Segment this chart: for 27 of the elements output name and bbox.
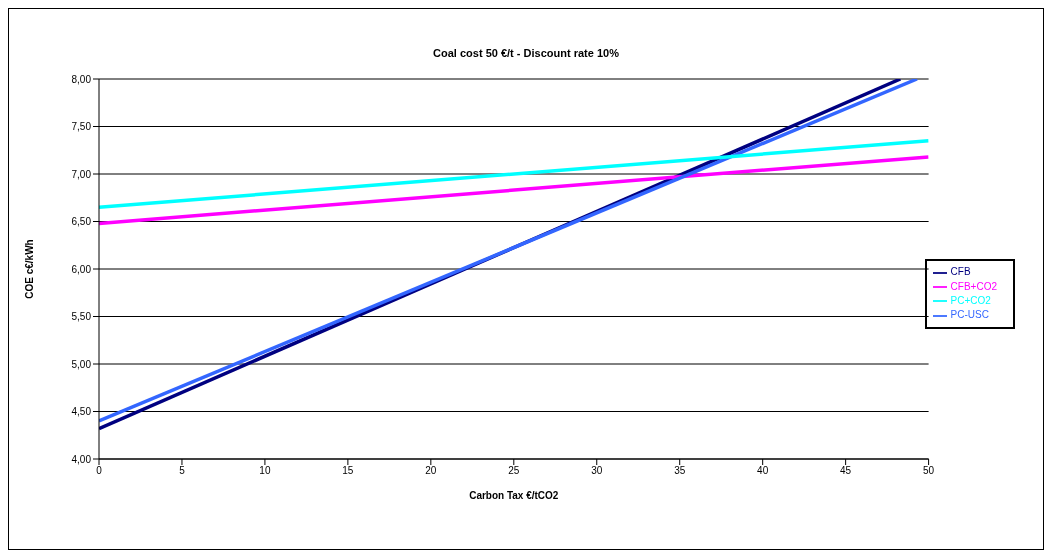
legend-label: CFB (950, 266, 971, 278)
x-tick-label: 25 (508, 465, 520, 477)
x-tick-label: 10 (259, 465, 271, 477)
y-tick-label: 4,50 (71, 406, 92, 418)
y-tick-label: 8,00 (71, 73, 92, 85)
y-axis-title: COE c€/kWh (23, 239, 35, 299)
x-tick-label: 50 (923, 465, 935, 477)
x-tick-label: 0 (96, 465, 103, 477)
y-tick-label: 7,00 (71, 168, 92, 180)
legend-label: PC+CO2 (950, 295, 991, 306)
x-tick-label: 45 (840, 465, 852, 477)
y-tick-label: 6,00 (71, 263, 92, 275)
x-tick-label: 30 (591, 465, 603, 477)
x-tick-label: 40 (757, 465, 769, 477)
x-axis-title: Carbon Tax €/tCO2 (469, 490, 559, 501)
x-tick-label: 20 (425, 465, 437, 477)
y-tick-label: 5,00 (71, 358, 92, 370)
y-tick-label: 4,00 (71, 453, 92, 465)
x-tick-label: 15 (342, 465, 354, 477)
y-tick-label: 7,50 (71, 121, 92, 133)
y-tick-label: 6,50 (71, 216, 92, 228)
x-tick-label: 35 (674, 465, 686, 477)
chart-title: Coal cost 50 €/t - Discount rate 10% (432, 47, 620, 59)
x-tick-label: 5 (179, 465, 186, 477)
legend-label: PC-USC (950, 309, 989, 321)
legend-label: CFB+CO2 (950, 280, 997, 292)
y-tick-label: 5,50 (71, 311, 92, 323)
